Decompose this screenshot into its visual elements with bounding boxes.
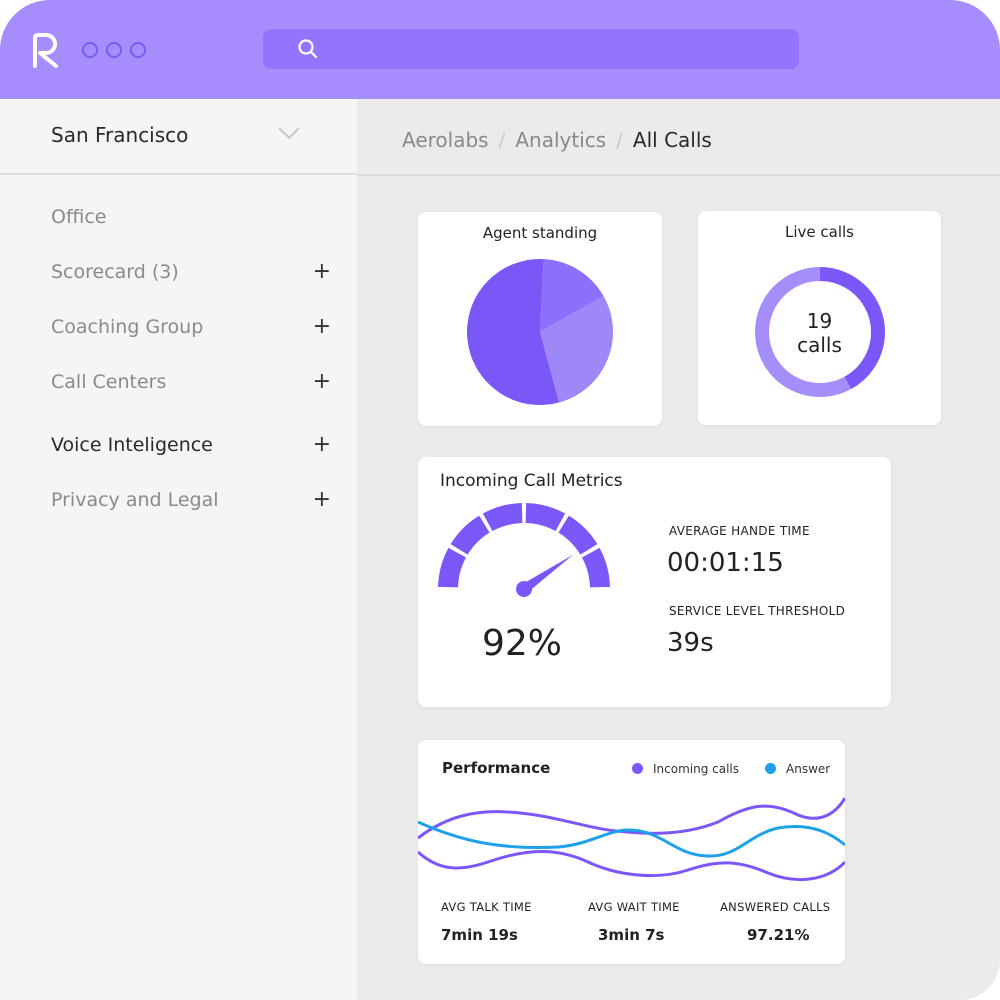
pie-slice [467, 259, 560, 405]
incoming-line [418, 797, 845, 840]
answer-line [418, 820, 845, 858]
card-title: Agent standing [482, 224, 598, 242]
gauge-segment [581, 547, 610, 588]
gauge-value: 92% [482, 623, 563, 664]
divider [357, 174, 1000, 176]
dot-icon[interactable] [82, 42, 98, 58]
incoming-line-2 [418, 850, 845, 881]
sidebar-item[interactable]: Call Centers + [51, 369, 331, 394]
gauge-segment [450, 515, 490, 555]
stat-value: 3min 7s [598, 926, 665, 944]
card-title: Incoming Call Metrics [440, 471, 623, 491]
gauge-segment [482, 503, 523, 532]
gauge [438, 503, 610, 597]
sidebar-item-label: Call Centers [51, 371, 167, 393]
breadcrumb-item[interactable]: Aerolabs [402, 128, 489, 152]
gauge-needle [521, 554, 574, 594]
legend-answer: Answer [765, 762, 830, 776]
legend-dot-icon [632, 763, 643, 774]
search-icon [298, 39, 318, 59]
stat-label: AVG WAIT TIME [588, 900, 680, 914]
gauge-hub [516, 581, 532, 597]
legend-incoming: Incoming calls [632, 762, 739, 776]
plus-icon[interactable]: + [312, 487, 331, 512]
stat-value: 97.21% [747, 926, 810, 944]
stat-label: AVG TALK TIME [441, 900, 532, 914]
agent-standing-card: Agent standing [418, 212, 662, 426]
performance-line-chart [418, 797, 845, 881]
breadcrumb-current: All Calls [632, 128, 712, 152]
dot-icon[interactable] [130, 42, 146, 58]
gauge-segment [558, 515, 598, 555]
logo-icon [33, 33, 58, 68]
donut-chart [755, 267, 885, 397]
chevron-down-icon[interactable] [278, 127, 300, 141]
sidebar-item[interactable]: Coaching Group + [51, 314, 331, 339]
sidebar: San Francisco Office Scorecard (3) + Coachi… [0, 99, 357, 1000]
pie-slice [540, 259, 604, 332]
live-calls-card: Live calls 19 calls [698, 211, 941, 425]
sidebar-item[interactable]: Office [51, 206, 331, 228]
breadcrumb-separator: / [498, 128, 506, 152]
incoming-call-metrics-card: Incoming Call Metrics 92% AVERAGE HANDE … [418, 457, 891, 707]
gauge-segment [525, 503, 566, 532]
location-name: San Francisco [51, 123, 189, 147]
aht-label: AVERAGE HANDE TIME [669, 524, 810, 538]
gauge-segment [438, 547, 467, 588]
breadcrumb: Aerolabs / Analytics / All Calls [402, 128, 712, 152]
sidebar-item-label: Coaching Group [51, 316, 204, 338]
card-title: Live calls [785, 223, 854, 241]
legend-dot-icon [765, 763, 777, 774]
pie-chart [467, 259, 613, 405]
sidebar-item[interactable]: Voice Inteligence + [51, 432, 331, 457]
slt-label: SERVICE LEVEL THRESHOLD [669, 604, 846, 618]
location-selector[interactable]: San Francisco [0, 99, 357, 175]
window-dots [82, 42, 146, 58]
plus-icon[interactable]: + [312, 432, 331, 457]
breadcrumb-item[interactable]: Analytics [515, 128, 607, 152]
card-title: Performance [442, 759, 551, 777]
plus-icon[interactable]: + [312, 314, 331, 339]
search-input[interactable] [263, 29, 799, 69]
sidebar-item-label: Scorecard (3) [51, 261, 179, 283]
performance-card: Performance Incoming calls Answer AVG TA… [418, 740, 845, 964]
top-bar [0, 0, 1000, 99]
stat-label: ANSWERED CALLS [720, 900, 831, 914]
stat-value: 7min 19s [441, 926, 518, 944]
dot-icon[interactable] [106, 42, 122, 58]
legend: Incoming calls Answer [632, 762, 830, 776]
sidebar-item[interactable]: Privacy and Legal + [51, 487, 331, 512]
slt-value: 39s [667, 628, 714, 658]
pie-slice [540, 296, 613, 403]
sidebar-item-label: Voice Inteligence [51, 434, 213, 456]
breadcrumb-separator: / [616, 128, 623, 152]
live-calls-value: 19 calls [797, 309, 842, 357]
sidebar-item-label: Office [51, 206, 107, 228]
plus-icon[interactable]: + [312, 259, 331, 284]
sidebar-item[interactable]: Scorecard (3) + [51, 259, 331, 284]
aht-value: 00:01:15 [667, 548, 784, 578]
donut-segment [755, 267, 885, 397]
plus-icon[interactable]: + [312, 369, 331, 394]
sidebar-item-label: Privacy and Legal [51, 489, 219, 511]
